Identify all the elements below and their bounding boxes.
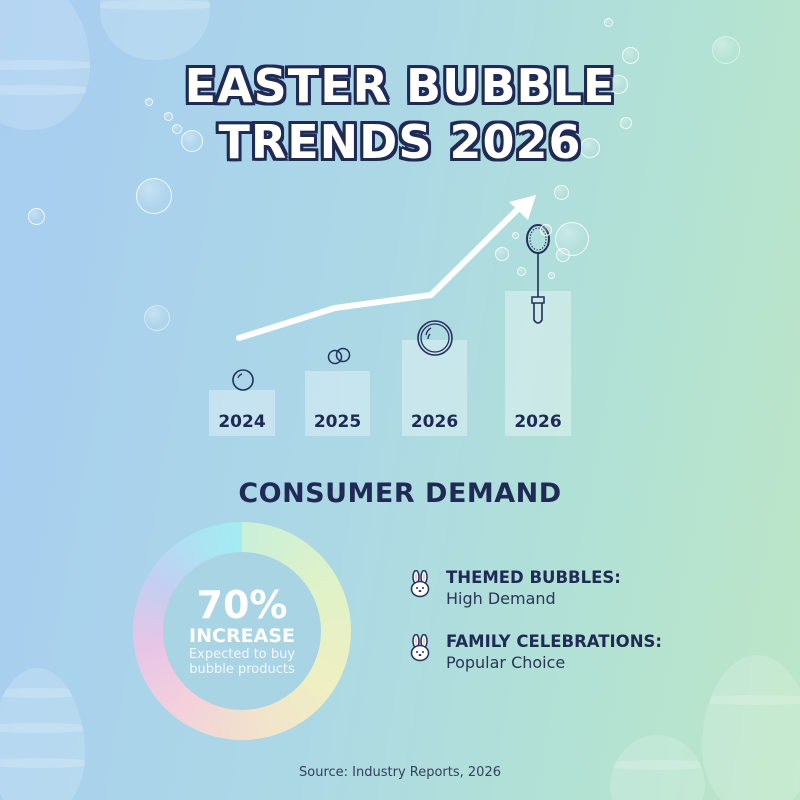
bar-label: 2024 xyxy=(218,412,266,432)
growth-bar-chart: 2024 2025 2026 2026 xyxy=(0,180,800,440)
demand-stats-list: THEMED BUBBLES: High Demand FAMILY CELEB… xyxy=(408,568,662,696)
donut-label: INCREASE xyxy=(189,625,295,647)
bubble-wand-icon xyxy=(526,224,550,324)
bar-label: 2026 xyxy=(410,412,459,432)
bubble-decoration-icon xyxy=(540,224,552,236)
donut-description-line-1: Expected to buy xyxy=(188,647,296,662)
bunny-icon xyxy=(410,570,430,598)
title-line-2: TRENDS 2026 xyxy=(218,115,582,169)
stat-title: THEMED BUBBLES: xyxy=(446,568,621,587)
stat-title: FAMILY CELEBRATIONS: xyxy=(446,632,662,651)
single-bubble-icon xyxy=(232,369,254,391)
trend-arrow-icon xyxy=(236,195,536,341)
bubble-decoration-icon xyxy=(556,248,570,262)
section-title: CONSUMER DEMAND xyxy=(238,478,562,509)
bubble-decoration-icon xyxy=(604,18,613,27)
bar-2026-forecast: 2026 xyxy=(505,291,571,436)
donut-description-line-2: bubble products xyxy=(189,662,295,677)
bubble-decoration-icon xyxy=(495,247,509,261)
stat-value: High Demand xyxy=(446,589,556,608)
large-bubble-icon xyxy=(417,320,453,356)
bar-2025: 2025 xyxy=(305,371,370,436)
bar-2026: 2026 xyxy=(402,340,467,436)
bubble-decoration-icon xyxy=(512,232,519,239)
double-bubble-icon xyxy=(327,347,351,365)
bar-label: 2025 xyxy=(313,412,362,432)
donut-hole xyxy=(163,552,321,710)
bunny-icon xyxy=(410,634,430,662)
easter-egg-decoration-icon xyxy=(100,0,210,60)
source-citation: Source: Industry Reports, 2026 xyxy=(299,765,501,780)
bar-2024: 2024 xyxy=(209,390,275,436)
stat-value: Popular Choice xyxy=(446,653,566,672)
bubble-decoration-icon xyxy=(554,185,569,200)
stat-themed-bubbles: THEMED BUBBLES: High Demand xyxy=(408,568,662,610)
easter-egg-decoration-icon xyxy=(0,668,85,800)
bubble-decoration-icon xyxy=(517,267,526,276)
page-title: EASTER BUBBLE TRENDS 2026 xyxy=(0,58,800,170)
donut-center-text: 70% INCREASE Expected to buy bubble prod… xyxy=(133,522,351,740)
donut-percent: 70% xyxy=(196,583,288,627)
bar-label: 2026 xyxy=(514,412,562,432)
title-line-1: EASTER BUBBLE xyxy=(184,59,616,113)
demand-donut-chart xyxy=(133,522,351,740)
bubble-decoration-icon xyxy=(555,222,589,256)
stat-family-celebrations: FAMILY CELEBRATIONS: Popular Choice xyxy=(408,632,662,674)
bubble-decoration-icon xyxy=(548,272,555,279)
